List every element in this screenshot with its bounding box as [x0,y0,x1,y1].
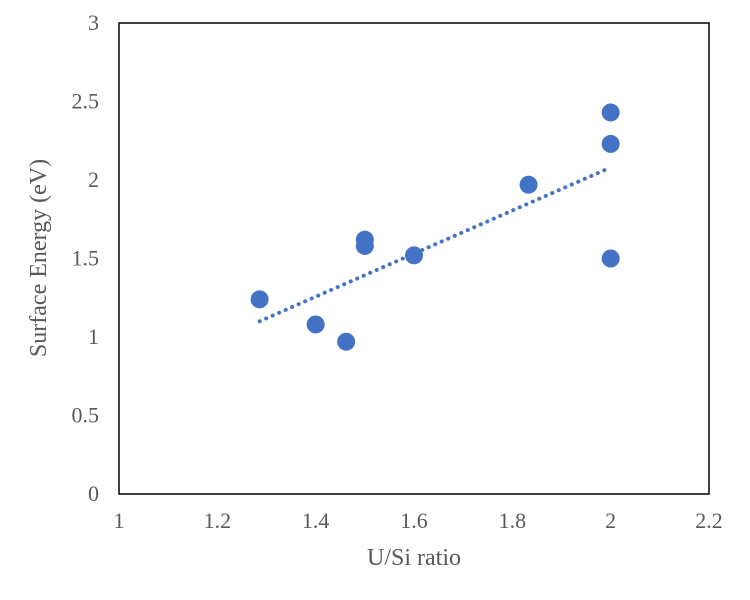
data-point [519,175,538,194]
x-axis-title: U/Si ratio [367,545,461,571]
y-tick-label: 0.5 [72,403,100,428]
trendline [257,165,613,324]
y-tick-label: 3 [88,10,99,35]
x-tick-label: 2 [605,508,616,533]
x-tick-label: 1.2 [204,508,232,533]
data-point [306,315,325,334]
x-tick-label: 1.8 [499,508,527,533]
x-tick-label: 1.4 [302,508,330,533]
y-tick-label: 2 [88,167,99,192]
data-point [601,103,620,122]
data-point [601,249,620,268]
data-point [405,246,423,265]
data-points [250,103,620,351]
x-axis-tick-labels: 1 1.2 1.4 1.6 1.8 2 2.2 [114,508,723,533]
y-tick-label: 1.5 [72,246,100,271]
y-axis-tick-labels: 0 0.5 1 1.5 2 2.5 3 [72,10,100,506]
x-tick-label: 2.2 [695,508,723,533]
x-tick-label: 1 [114,508,125,533]
data-point [355,236,374,255]
y-tick-label: 2.5 [72,89,100,114]
data-point [250,290,269,309]
y-axis-title: Surface Energy (eV) [26,159,52,357]
x-tick-label: 1.6 [400,508,428,533]
data-point [337,332,356,351]
y-tick-label: 0 [88,481,99,506]
y-tick-label: 1 [88,324,99,349]
data-point [601,134,620,153]
